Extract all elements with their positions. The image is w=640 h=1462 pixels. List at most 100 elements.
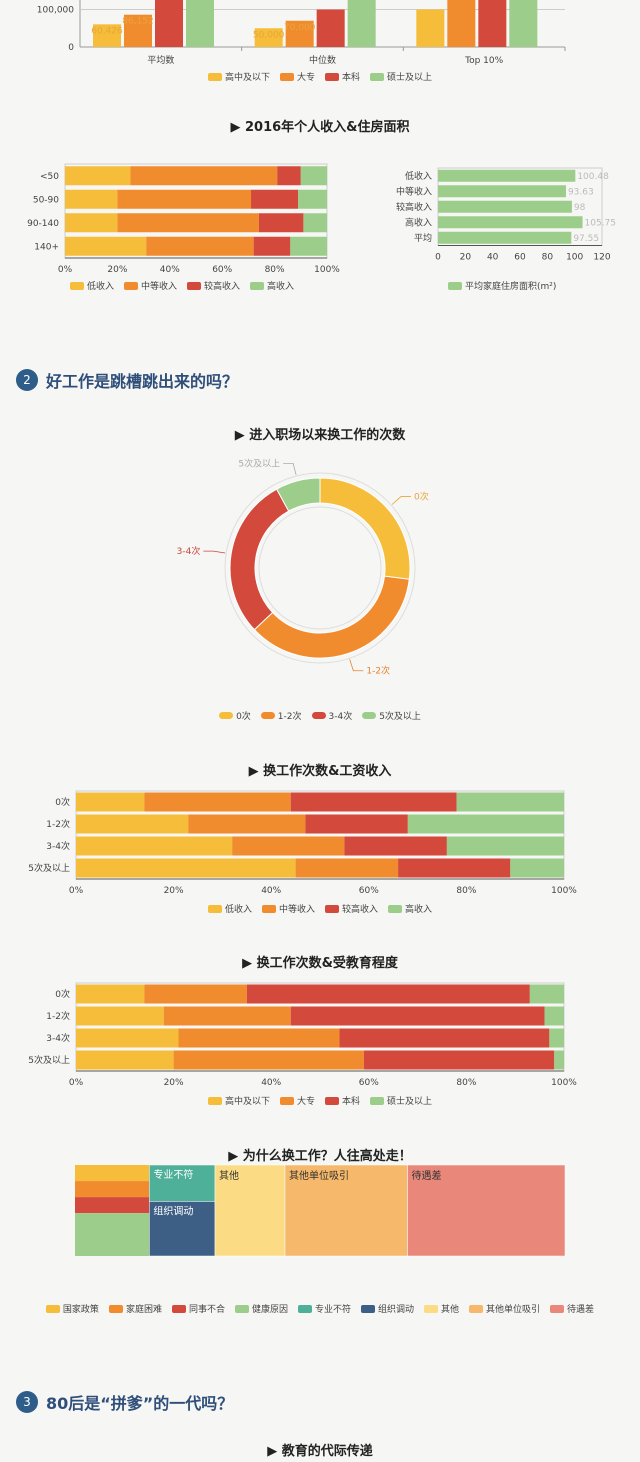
legend-swatch bbox=[219, 712, 234, 719]
treemap-cell bbox=[75, 1181, 150, 1198]
legend-item: 待遇差 bbox=[550, 1302, 594, 1315]
treemap-label: 待遇差 bbox=[412, 1169, 442, 1182]
legend-item: 其他 bbox=[424, 1302, 459, 1315]
treemap-cell bbox=[75, 1165, 150, 1182]
bar-segment bbox=[65, 166, 131, 186]
treemap-cell bbox=[149, 1201, 216, 1257]
bar bbox=[124, 14, 152, 47]
legend-item: 高收入 bbox=[250, 279, 294, 292]
x-tick-label: 20 bbox=[460, 253, 472, 263]
bar bbox=[316, 9, 345, 47]
bar-segment bbox=[65, 236, 147, 256]
bar bbox=[438, 185, 566, 198]
bar-segment bbox=[76, 1050, 174, 1070]
legend-item: 大专 bbox=[279, 1094, 315, 1107]
treemap-cell bbox=[75, 1197, 150, 1214]
bar bbox=[254, 28, 283, 47]
bar-segment bbox=[398, 858, 511, 878]
bar-segment bbox=[246, 984, 530, 1004]
legend-item: 较高收入 bbox=[187, 279, 240, 292]
housing-area-chart: 低收入 100.48 中等收入 93.63 较高收入 98 高收入 105.75 平均 97.55… bbox=[396, 167, 616, 263]
bar bbox=[509, 0, 538, 47]
bar-segment bbox=[65, 189, 118, 209]
treemap-cell bbox=[75, 1213, 150, 1256]
bar-segment bbox=[130, 166, 278, 186]
treemap-cell bbox=[214, 1164, 286, 1257]
legend-item: 3-4次 bbox=[311, 709, 352, 722]
data-label: 70,000 bbox=[284, 23, 316, 33]
legend-item: 硕士及以上 bbox=[370, 1094, 432, 1107]
legend-swatch bbox=[469, 1304, 484, 1313]
legend-label: 大专 bbox=[296, 73, 315, 83]
legend-label: 其他 bbox=[441, 1305, 460, 1315]
donut-slice bbox=[275, 477, 321, 512]
legend-label: 硕士及以上 bbox=[387, 73, 433, 83]
legend-item: 家庭困难 bbox=[108, 1302, 162, 1315]
legend-swatch bbox=[108, 1304, 123, 1313]
treemap-label: 其他 bbox=[219, 1169, 239, 1182]
treemap-cell bbox=[407, 1164, 566, 1257]
changes-education-chart: 0次 1-2次 3-4次 5次及以上 0% 20% 40% 60% 80% 100% bbox=[28, 982, 577, 1088]
legend-label: 同事不合 bbox=[188, 1305, 225, 1315]
bar-segment bbox=[298, 189, 327, 209]
outer-ring bbox=[224, 472, 416, 664]
treemap-cell bbox=[284, 1164, 408, 1257]
x-tick-label: 80% bbox=[265, 265, 285, 275]
legend-swatch bbox=[171, 1304, 186, 1313]
y-tick-label: 140+ bbox=[34, 242, 59, 252]
legend-swatch bbox=[550, 1304, 565, 1313]
treemap-label: 专业不符 bbox=[153, 1168, 193, 1181]
legend-label: 组织调动 bbox=[378, 1305, 415, 1315]
slice-label: 1-2次 bbox=[366, 665, 390, 677]
bar-segment bbox=[144, 984, 247, 1004]
legend-swatch bbox=[234, 1304, 249, 1313]
housing-area-legend: 平均家庭住房面积(m²) bbox=[448, 279, 628, 292]
x-tick-label: 40% bbox=[261, 886, 281, 896]
changes-income-chart: 0次 1-2次 3-4次 5次及以上 0% 20% 40% 60% 80% 100% bbox=[28, 790, 577, 896]
bar bbox=[416, 9, 445, 47]
legend-item: 高中及以下 bbox=[207, 1094, 270, 1107]
legend-label: 高收入 bbox=[405, 905, 433, 915]
x-tick-label: 40% bbox=[160, 265, 180, 275]
legend-label: 待遇差 bbox=[567, 1305, 595, 1315]
legend-label: 本科 bbox=[342, 1097, 361, 1107]
legend-swatch bbox=[370, 72, 385, 81]
legend-item: 中等收入 bbox=[261, 902, 315, 915]
changes-education-legend: 高中及以下 大专 本科 硕士及以上 bbox=[0, 1094, 640, 1107]
section-title: 80后是“拼爹”的一代吗？ bbox=[46, 1394, 234, 1413]
bar-segment bbox=[290, 792, 457, 812]
data-label: 100.48 bbox=[577, 172, 609, 182]
legend-item: 本科 bbox=[325, 70, 360, 83]
section-number: 2 bbox=[16, 369, 38, 391]
section-3-header: 3 80后是“拼爹”的一代吗？ bbox=[16, 1390, 233, 1414]
x-tick-label: 100% bbox=[314, 265, 340, 275]
job-changes-donut-chart: 0次 1-2次 3-4次 5次及以上 bbox=[177, 457, 429, 677]
x-tick-label: 0% bbox=[58, 265, 73, 275]
legend-swatch bbox=[361, 1304, 375, 1313]
data-label: 86,152 bbox=[122, 17, 154, 27]
y-tick-label: 5次及以上 bbox=[28, 862, 70, 874]
legend-label: 较高收入 bbox=[204, 282, 241, 292]
y-tick-label: 3-4次 bbox=[46, 840, 70, 852]
treemap-label: 其他单位吸引 bbox=[289, 1169, 349, 1182]
x-tick-label: 0% bbox=[69, 886, 84, 896]
legend-label: 专业不符 bbox=[314, 1305, 351, 1315]
legend-item: 1-2次 bbox=[260, 709, 302, 722]
x-tick-label: 0% bbox=[69, 1078, 84, 1088]
data-label: 60,426 bbox=[91, 26, 123, 36]
bar-segment bbox=[456, 792, 564, 812]
x-tick-label: 80 bbox=[542, 253, 554, 263]
bar-segment bbox=[339, 1028, 550, 1048]
bar-segment bbox=[144, 792, 291, 812]
x-tick-label: Top 10% bbox=[464, 56, 504, 66]
bar bbox=[347, 0, 376, 47]
x-tick-label: 100% bbox=[551, 886, 577, 896]
legend-swatch bbox=[250, 281, 265, 290]
legend-swatch bbox=[207, 72, 222, 81]
housing-income-share-legend: 低收入 中等收入 较高收入 高收入 bbox=[70, 279, 340, 292]
legend-item: 中等收入 bbox=[124, 279, 177, 292]
data-label: 50,000 bbox=[253, 30, 285, 40]
bar-segment bbox=[277, 166, 301, 186]
